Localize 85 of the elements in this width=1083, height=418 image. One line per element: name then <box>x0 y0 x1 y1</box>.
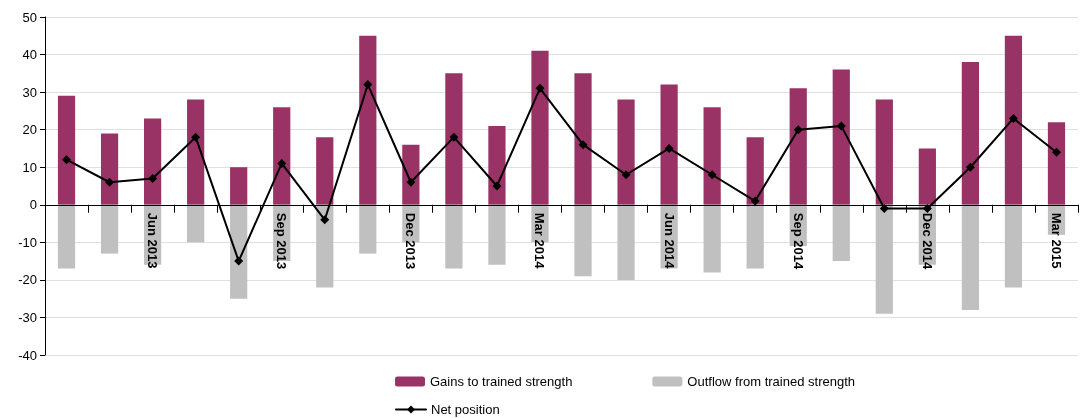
bar <box>875 99 893 205</box>
point <box>191 132 201 142</box>
bar <box>273 107 291 205</box>
y-tick-label: 50 <box>22 9 37 25</box>
bar <box>100 204 119 254</box>
y-tick-label: -30 <box>18 309 37 325</box>
point <box>492 181 502 191</box>
point <box>1051 147 1061 157</box>
point <box>105 177 115 187</box>
y-tick-label: -10 <box>18 234 37 250</box>
point <box>363 80 373 90</box>
bar <box>100 133 119 205</box>
bar <box>144 118 162 205</box>
bar <box>230 204 248 299</box>
bar <box>746 204 764 269</box>
bar <box>617 204 635 280</box>
bar <box>230 167 248 205</box>
x-tick-label: Jun 2014 <box>661 212 677 270</box>
bar <box>789 88 807 205</box>
bar <box>703 107 721 205</box>
bar <box>57 204 76 269</box>
point <box>707 170 717 180</box>
y-tick-label: -40 <box>18 347 37 363</box>
bar <box>1004 35 1023 205</box>
bar <box>359 35 377 205</box>
bar <box>445 73 463 205</box>
bar <box>488 204 506 265</box>
x-tick-label: Sep 2013 <box>274 212 290 270</box>
point <box>664 143 674 153</box>
bar <box>359 204 377 254</box>
point <box>449 132 459 142</box>
bar <box>402 144 420 205</box>
y-tick-label: 30 <box>22 84 37 100</box>
point <box>320 215 330 225</box>
bar <box>316 204 334 288</box>
bar <box>1004 204 1023 288</box>
point <box>621 170 631 180</box>
bar <box>531 50 549 205</box>
x-tick-label: Sep 2014 <box>790 212 806 270</box>
point <box>62 155 72 165</box>
point <box>234 256 244 266</box>
legend-label: Outflow from trained strength <box>687 374 855 389</box>
y-tick-label: 0 <box>29 197 37 213</box>
y-tick-label: 10 <box>22 159 37 175</box>
bar <box>918 148 936 205</box>
bar <box>187 99 205 205</box>
bar <box>187 204 205 243</box>
point <box>922 204 932 214</box>
y-tick-label: 40 <box>22 47 37 63</box>
point <box>578 140 588 150</box>
point <box>965 162 975 172</box>
x-tick-label: Mar 2014 <box>532 212 548 270</box>
bar <box>703 204 721 273</box>
bar <box>832 204 850 262</box>
bar <box>961 62 979 205</box>
bar <box>746 137 764 205</box>
bar <box>574 73 592 205</box>
point <box>793 125 803 135</box>
x-tick-label: Mar 2015 <box>1048 212 1064 269</box>
bar <box>875 204 893 314</box>
point <box>836 121 846 131</box>
legend-label: Net position <box>431 402 500 417</box>
bar <box>574 204 592 277</box>
y-tick-label: 20 <box>22 122 37 138</box>
x-tick-label: Dec 2014 <box>919 212 935 270</box>
x-tick-label: Jun 2013 <box>145 212 161 269</box>
point <box>879 204 889 214</box>
bar <box>316 137 334 205</box>
y-tick-label: -20 <box>18 272 37 288</box>
bar <box>832 69 850 205</box>
point <box>1008 113 1018 123</box>
point <box>535 83 545 93</box>
bar <box>488 125 506 205</box>
x-tick-label: Dec 2013 <box>403 212 419 270</box>
point <box>148 173 158 183</box>
bar <box>660 84 678 205</box>
bar <box>961 204 979 310</box>
legend-label: Gains to trained strength <box>430 374 573 389</box>
bar <box>445 204 463 269</box>
point <box>406 177 416 187</box>
point <box>750 196 760 206</box>
bar <box>57 95 76 205</box>
point <box>277 158 287 168</box>
bar <box>617 99 635 205</box>
bar <box>1047 122 1066 205</box>
